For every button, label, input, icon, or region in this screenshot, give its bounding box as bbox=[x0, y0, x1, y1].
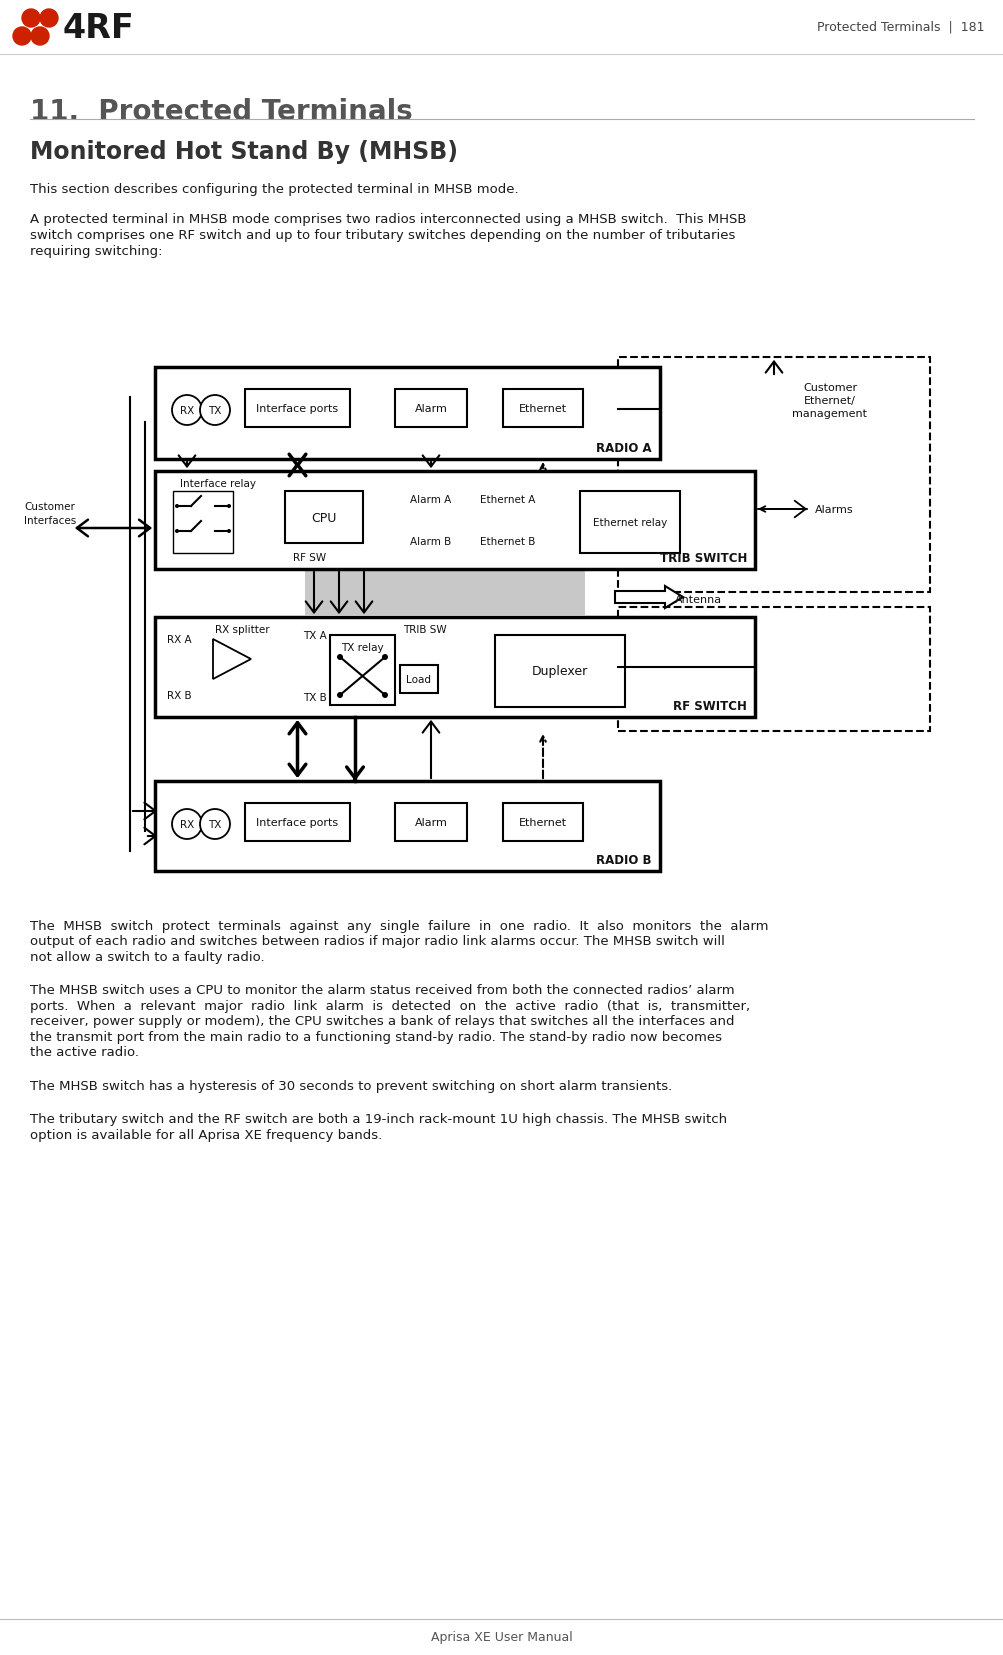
Circle shape bbox=[13, 28, 31, 46]
Circle shape bbox=[227, 505, 231, 508]
Text: TX: TX bbox=[208, 819, 222, 829]
Text: the active radio.: the active radio. bbox=[30, 1046, 138, 1059]
Text: Alarm A: Alarm A bbox=[409, 495, 450, 505]
Bar bbox=[305, 571, 585, 616]
Text: TRIB SW: TRIB SW bbox=[402, 624, 446, 634]
Text: RX A: RX A bbox=[166, 634, 192, 644]
Bar bbox=[245, 391, 350, 427]
Text: RX splitter: RX splitter bbox=[215, 624, 270, 634]
Text: Antenna: Antenna bbox=[674, 594, 721, 604]
Text: Alarm: Alarm bbox=[414, 818, 447, 828]
Bar bbox=[503, 391, 583, 427]
Text: receiver, power supply or modem), the CPU switches a bank of relays that switche: receiver, power supply or modem), the CP… bbox=[30, 1015, 734, 1028]
Text: Ethernet A: Ethernet A bbox=[479, 495, 535, 505]
FancyArrow shape bbox=[615, 586, 682, 609]
Text: RADIO A: RADIO A bbox=[596, 442, 651, 455]
Bar bbox=[154, 781, 659, 872]
Circle shape bbox=[175, 505, 179, 508]
Text: TX A: TX A bbox=[303, 631, 326, 640]
Bar bbox=[580, 492, 679, 554]
Text: RF SWITCH: RF SWITCH bbox=[672, 698, 746, 712]
Text: Ethernet B: Ethernet B bbox=[479, 536, 535, 546]
Bar bbox=[173, 492, 233, 554]
Text: Interfaces: Interfaces bbox=[24, 516, 76, 526]
Text: TRIB SWITCH: TRIB SWITCH bbox=[659, 553, 746, 564]
Text: RX B: RX B bbox=[166, 690, 192, 700]
Text: not allow a switch to a faulty radio.: not allow a switch to a faulty radio. bbox=[30, 950, 265, 963]
Circle shape bbox=[40, 10, 58, 28]
Circle shape bbox=[227, 530, 231, 533]
Text: Aprisa XE User Manual: Aprisa XE User Manual bbox=[430, 1630, 573, 1643]
Bar bbox=[245, 804, 350, 841]
Text: Ethernet/: Ethernet/ bbox=[803, 396, 856, 405]
Bar bbox=[154, 617, 754, 718]
Text: Customer: Customer bbox=[24, 501, 75, 511]
Bar bbox=[618, 607, 929, 732]
Text: TX relay: TX relay bbox=[341, 642, 383, 652]
Circle shape bbox=[172, 809, 202, 839]
Text: switch comprises one RF switch and up to four tributary switches depending on th: switch comprises one RF switch and up to… bbox=[30, 228, 734, 242]
Text: 11.  Protected Terminals: 11. Protected Terminals bbox=[30, 98, 412, 126]
Text: Alarms: Alarms bbox=[814, 505, 853, 515]
Text: 4RF: 4RF bbox=[63, 12, 134, 45]
Bar bbox=[154, 367, 659, 460]
Text: CPU: CPU bbox=[311, 511, 336, 525]
Text: management: management bbox=[791, 409, 867, 419]
Circle shape bbox=[175, 530, 179, 533]
Text: The MHSB switch uses a CPU to monitor the alarm status received from both the co: The MHSB switch uses a CPU to monitor th… bbox=[30, 985, 734, 996]
Text: Ethernet: Ethernet bbox=[519, 818, 567, 828]
Text: The MHSB switch has a hysteresis of 30 seconds to prevent switching on short ala: The MHSB switch has a hysteresis of 30 s… bbox=[30, 1079, 672, 1092]
Text: RADIO B: RADIO B bbox=[596, 854, 651, 867]
Text: Ethernet relay: Ethernet relay bbox=[593, 518, 666, 528]
Text: Protected Terminals  |  181: Protected Terminals | 181 bbox=[816, 20, 984, 33]
Circle shape bbox=[31, 28, 49, 46]
Circle shape bbox=[381, 692, 387, 698]
Text: The  MHSB  switch  protect  terminals  against  any  single  failure  in  one  r: The MHSB switch protect terminals agains… bbox=[30, 920, 767, 932]
Bar bbox=[285, 492, 363, 544]
Text: Interface ports: Interface ports bbox=[256, 404, 338, 414]
Bar bbox=[394, 804, 466, 841]
Text: RX: RX bbox=[180, 819, 194, 829]
Circle shape bbox=[337, 655, 343, 660]
Text: ports.  When  a  relevant  major  radio  link  alarm  is  detected  on  the  act: ports. When a relevant major radio link … bbox=[30, 1000, 749, 1013]
Circle shape bbox=[337, 692, 343, 698]
Text: Alarm B: Alarm B bbox=[409, 536, 450, 546]
Bar bbox=[330, 636, 394, 705]
Text: Monitored Hot Stand By (MHSB): Monitored Hot Stand By (MHSB) bbox=[30, 141, 457, 164]
Bar bbox=[394, 391, 466, 427]
Polygon shape bbox=[213, 639, 251, 680]
Text: TX B: TX B bbox=[303, 692, 326, 703]
Text: This section describes configuring the protected terminal in MHSB mode.: This section describes configuring the p… bbox=[30, 184, 519, 195]
Text: option is available for all Aprisa XE frequency bands.: option is available for all Aprisa XE fr… bbox=[30, 1129, 382, 1142]
Text: Duplexer: Duplexer bbox=[532, 665, 588, 679]
Text: Customer: Customer bbox=[802, 382, 857, 392]
Bar bbox=[618, 357, 929, 592]
Text: The tributary switch and the RF switch are both a 19-inch rack-mount 1U high cha: The tributary switch and the RF switch a… bbox=[30, 1112, 726, 1125]
Circle shape bbox=[200, 396, 230, 425]
Bar bbox=[494, 636, 625, 708]
Text: RX: RX bbox=[180, 405, 194, 415]
Text: Ethernet: Ethernet bbox=[519, 404, 567, 414]
Circle shape bbox=[200, 809, 230, 839]
Text: A protected terminal in MHSB mode comprises two radios interconnected using a MH: A protected terminal in MHSB mode compri… bbox=[30, 213, 746, 225]
Circle shape bbox=[22, 10, 40, 28]
Text: requiring switching:: requiring switching: bbox=[30, 245, 162, 258]
Text: output of each radio and switches between radios if major radio link alarms occu: output of each radio and switches betwee… bbox=[30, 935, 724, 948]
Bar bbox=[503, 804, 583, 841]
Text: Load: Load bbox=[406, 675, 431, 685]
Circle shape bbox=[381, 655, 387, 660]
Bar bbox=[399, 665, 437, 693]
Text: Alarm: Alarm bbox=[414, 404, 447, 414]
Text: TX: TX bbox=[208, 405, 222, 415]
Text: RF SW: RF SW bbox=[293, 553, 326, 563]
Text: Interface relay: Interface relay bbox=[180, 478, 256, 488]
Circle shape bbox=[172, 396, 202, 425]
Text: the transmit port from the main radio to a functioning stand-by radio. The stand: the transmit port from the main radio to… bbox=[30, 1031, 721, 1043]
Bar bbox=[154, 472, 754, 569]
Text: Interface ports: Interface ports bbox=[256, 818, 338, 828]
